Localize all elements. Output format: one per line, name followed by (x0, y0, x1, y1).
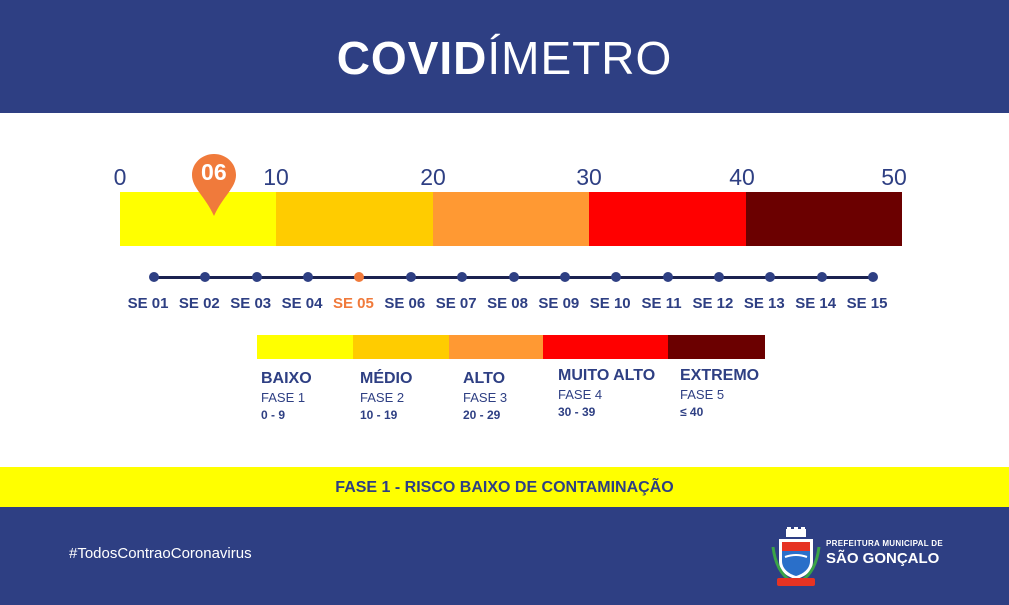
week-dot (200, 272, 211, 282)
legend-item-medio: MÉDIO FASE 2 10 - 19 (360, 370, 412, 422)
org-name-line2: SÃO GONÇALO (826, 550, 940, 567)
legend-name: BAIXO (261, 370, 312, 387)
legend-name: ALTO (463, 370, 506, 387)
week-dot (559, 272, 570, 282)
week-dot (149, 272, 159, 282)
legend-range: ≤ 40 (680, 405, 704, 419)
location-pin-icon (191, 154, 236, 216)
scale-label-0: 0 (113, 164, 127, 190)
scale-label-40: 40 (729, 164, 755, 190)
status-text: FASE 1 - RISCO BAIXO DE CONTAMINAÇÃO (335, 479, 674, 496)
legend-range: 10 - 19 (360, 408, 398, 422)
week-label: SE 03 (230, 295, 272, 312)
coat-of-arms-icon (771, 527, 821, 586)
scale-label-50: 50 (881, 164, 907, 190)
week-label: SE 06 (384, 295, 426, 312)
legend-item-muito-alto: MUITO ALTO FASE 4 30 - 39 (558, 367, 655, 419)
risk-gauge-bar (120, 192, 902, 246)
legend-color-swatch (668, 335, 765, 359)
week-label: SE 09 (538, 295, 580, 312)
week-label: SE 04 (281, 295, 323, 312)
title-light: ÍMETRO (487, 32, 673, 84)
legend-phase: FASE 3 (463, 390, 508, 405)
week-dot (251, 272, 262, 282)
legend-color-swatch (449, 335, 543, 359)
title-bold: COVID (336, 32, 488, 84)
hashtag: #TodosContraoCoronavirus (69, 545, 252, 562)
status-banner: FASE 1 - RISCO BAIXO DE CONTAMINAÇÃO (0, 467, 1009, 507)
legend-range: 30 - 39 (558, 405, 596, 419)
scale-label-20: 20 (420, 164, 446, 190)
week-dot (713, 272, 724, 282)
legend-range: 0 - 9 (261, 408, 286, 422)
legend-item-extremo: EXTREMO FASE 5 ≤ 40 (680, 367, 759, 419)
legend-color-bar (257, 335, 765, 359)
gauge-segment (276, 192, 433, 246)
footer: #TodosContraoCoronavirus PREFEITURA MUNI… (0, 507, 1009, 605)
week-dot (354, 272, 365, 282)
week-dot (662, 272, 673, 282)
scale-label-30: 30 (576, 164, 602, 190)
legend-phase: FASE 1 (261, 390, 306, 405)
org-name-line1: PREFEITURA MUNICIPAL DE (826, 539, 943, 548)
week-dot (508, 272, 519, 282)
legend-item-baixo: BAIXO FASE 1 0 - 9 (261, 370, 312, 422)
week-label: SE 14 (795, 295, 837, 312)
week-label: SE 10 (589, 295, 631, 312)
legend-name: MUITO ALTO (558, 367, 656, 384)
gauge-segment (120, 192, 277, 246)
week-label: SE 13 (743, 295, 785, 312)
week-label: SE 01 (127, 295, 169, 312)
legend-name: MÉDIO (360, 370, 413, 387)
legend-color-swatch (543, 335, 668, 359)
week-label: SE 15 (846, 295, 888, 312)
week-dot (303, 272, 314, 282)
legend-phase: FASE 5 (680, 387, 725, 402)
page-title: COVIDÍMETRO (0, 28, 1009, 88)
week-dot (868, 272, 878, 282)
legend-phase: FASE 4 (558, 387, 603, 402)
week-dot (611, 272, 622, 282)
week-label: SE 11 (641, 295, 682, 312)
week-dot (457, 272, 468, 282)
legend-name: EXTREMO (680, 367, 760, 384)
legend-item-alto: ALTO FASE 3 20 - 29 (463, 370, 507, 422)
legend-range: 20 - 29 (463, 408, 501, 422)
week-dot (816, 272, 827, 282)
legend-color-swatch (257, 335, 353, 359)
week-dot (405, 272, 416, 282)
week-label: SE 12 (692, 295, 734, 312)
week-label: SE 07 (435, 295, 477, 312)
scale-label-10: 10 (263, 164, 289, 190)
gauge-segment (745, 192, 902, 246)
week-dot (765, 272, 776, 282)
gauge-segment (589, 192, 746, 246)
week-label: SE 05 (332, 295, 374, 312)
week-label: SE 08 (487, 295, 528, 312)
gauge-segment (432, 192, 590, 246)
gauge-value: 06 (201, 159, 227, 185)
legend-color-swatch (353, 335, 449, 359)
legend-phase: FASE 2 (360, 390, 405, 405)
header: COVIDÍMETRO (0, 0, 1009, 113)
week-label: SE 02 (178, 295, 220, 312)
